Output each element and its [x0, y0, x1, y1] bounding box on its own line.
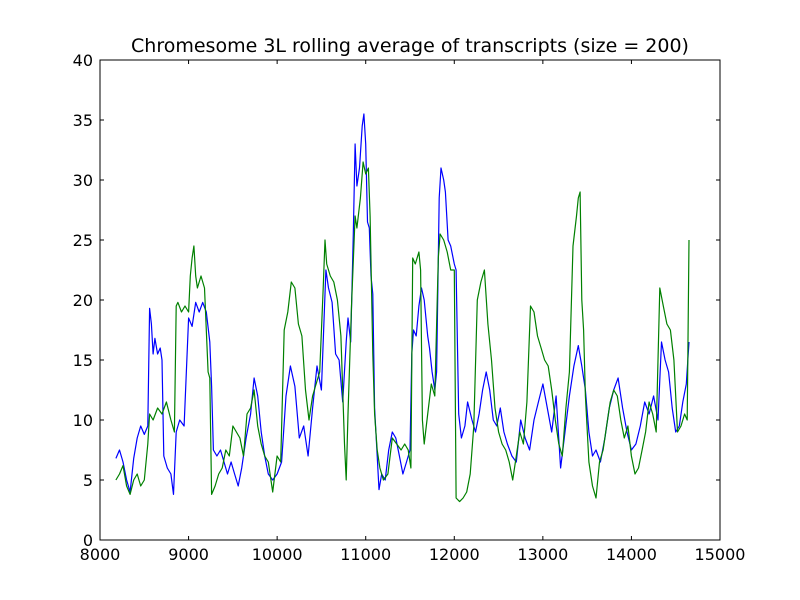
x-tick-label: 12000	[429, 545, 480, 564]
y-tick-label: 15	[73, 351, 93, 370]
plot-frame	[99, 59, 721, 541]
y-tick-label: 35	[73, 111, 93, 130]
x-tick-label: 15000	[695, 545, 746, 564]
y-tick-label: 20	[73, 291, 93, 310]
y-tick-label: 40	[73, 51, 93, 70]
y-tick-label: 0	[83, 531, 93, 550]
x-tick-label: 9000	[168, 545, 209, 564]
chart-title: Chromesome 3L rolling average of transcr…	[131, 35, 689, 57]
series-line-2	[115, 161, 690, 503]
x-tick-label: 10000	[252, 545, 303, 564]
y-tick-label: 30	[73, 171, 93, 190]
series-line-1	[115, 113, 690, 495]
x-tick-label: 8000	[80, 545, 121, 564]
y-tick-label: 25	[73, 231, 93, 250]
y-tick-label: 10	[73, 411, 93, 430]
series-layer	[115, 113, 690, 503]
x-tick-label: 13000	[517, 545, 568, 564]
x-tick-label: 11000	[340, 545, 391, 564]
y-tick-label: 5	[83, 471, 93, 490]
x-axis: 8000 9000 10000 11000 12000 13000 14000 15000	[80, 60, 746, 564]
y-axis: 0 5 10 15 20 25 30 35 40	[73, 51, 720, 550]
x-tick-label: 14000	[606, 545, 657, 564]
